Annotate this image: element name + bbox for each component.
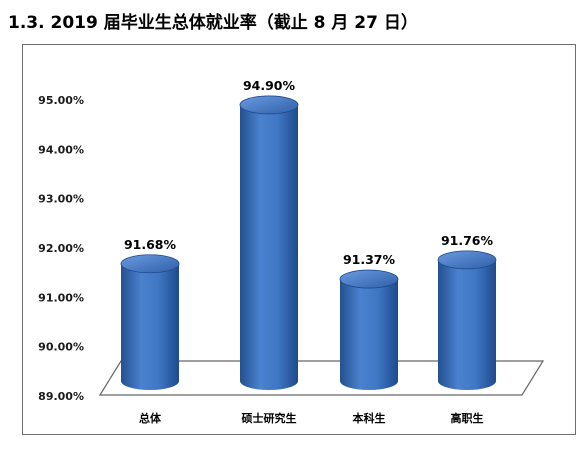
y-tick-label: 89.00%: [38, 390, 84, 403]
y-tick-label: 92.00%: [38, 242, 84, 255]
y-tick-label: 90.00%: [38, 341, 84, 354]
bar-body: [340, 279, 398, 390]
data-label: 91.76%: [441, 233, 494, 248]
bar-body: [121, 263, 179, 390]
y-tick-label: 91.00%: [38, 291, 84, 304]
y-tick-label: 95.00%: [38, 94, 84, 107]
data-label: 91.37%: [343, 252, 396, 267]
bar-cap: [339, 269, 399, 289]
chart-floor: [98, 360, 545, 396]
bar-cap: [120, 254, 180, 274]
chart-frame: [22, 44, 576, 435]
x-category-label: 总体: [139, 411, 162, 425]
data-label: 94.90%: [243, 78, 296, 93]
chart-title: 1.3. 2019 届毕业生总体就业率（截止 8 月 27 日）: [8, 13, 418, 33]
bar: [339, 269, 399, 390]
bar-chart: 89.00% 90.00% 91.00% 92.00% 93.00% 94.00% 95.0…: [38, 78, 545, 425]
bar: [437, 250, 497, 390]
x-category-label: 本科生: [353, 411, 386, 425]
x-category-label: 硕士研究生: [242, 411, 297, 425]
bar-cap: [239, 95, 299, 115]
y-tick-label: 94.00%: [38, 143, 84, 156]
bar: [120, 254, 180, 390]
data-label: 91.68%: [124, 237, 177, 252]
x-category-label: 高职生: [451, 411, 484, 425]
bar-body: [240, 104, 298, 390]
y-tick-label: 93.00%: [38, 193, 84, 206]
bar: [239, 95, 299, 390]
bar-cap: [437, 250, 497, 270]
bar-body: [438, 259, 496, 390]
